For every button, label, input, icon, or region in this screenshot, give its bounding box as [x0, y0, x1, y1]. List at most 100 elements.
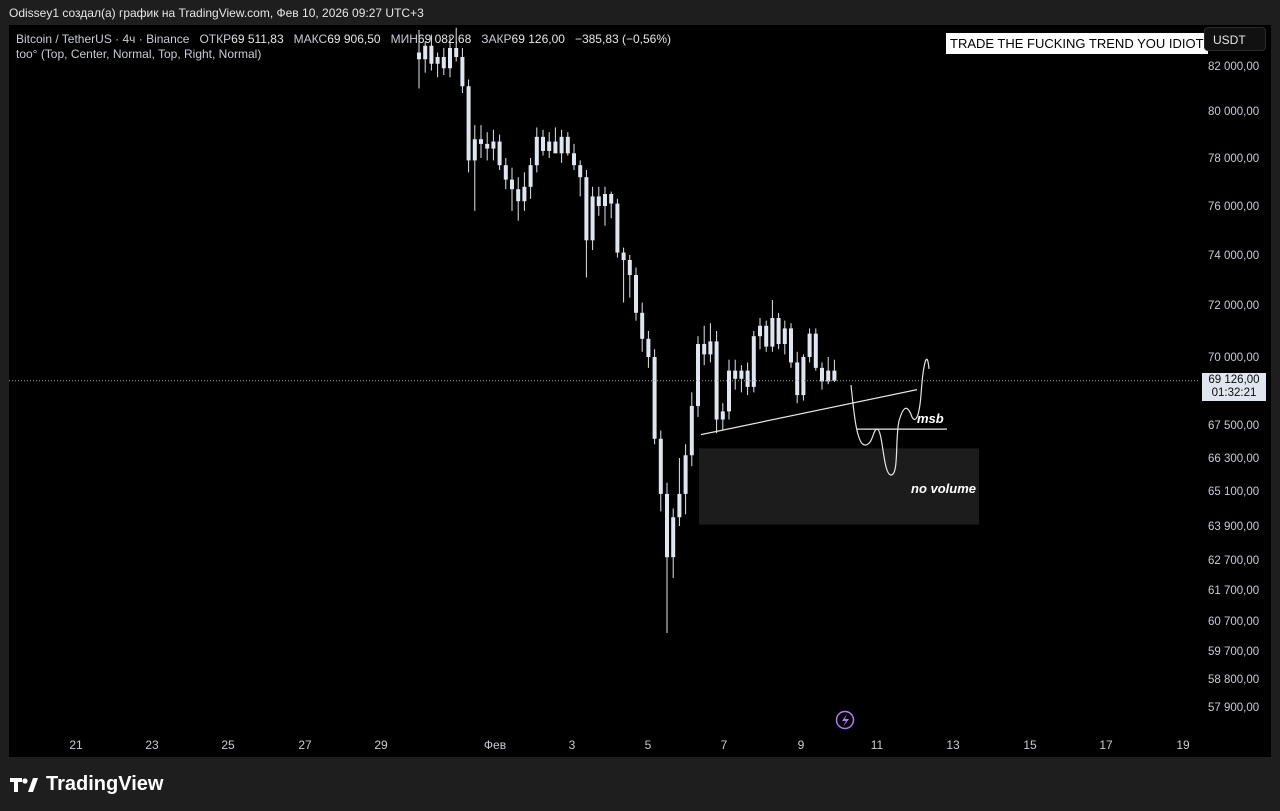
candle-body[interactable]	[572, 153, 576, 166]
lightning-icon[interactable]	[835, 710, 855, 730]
note-text-box[interactable]: TRADE THE FUCKING TREND YOU IDIOT	[946, 33, 1208, 54]
candle-body[interactable]	[782, 328, 787, 344]
candle-body[interactable]	[565, 136, 570, 154]
candle-body[interactable]	[466, 86, 471, 161]
candle-body[interactable]	[789, 328, 793, 363]
candle-body[interactable]	[832, 370, 837, 381]
candle-body[interactable]	[714, 341, 719, 420]
candle-body[interactable]	[826, 370, 831, 382]
candle-body[interactable]	[652, 357, 657, 439]
candle-body[interactable]	[516, 189, 521, 202]
candle-body[interactable]	[689, 405, 694, 456]
candle-body[interactable]	[497, 141, 502, 166]
time-tick-label: 9	[798, 738, 805, 752]
candle-body[interactable]	[510, 179, 514, 190]
candle-body[interactable]	[758, 325, 762, 337]
currency-button[interactable]: USDT	[1204, 27, 1266, 51]
candle-body[interactable]	[609, 194, 614, 204]
candle-body[interactable]	[621, 252, 626, 260]
candle-body[interactable]	[590, 196, 595, 241]
candle-body[interactable]	[776, 318, 781, 344]
price-tick-label: 65 100,00	[1208, 486, 1259, 498]
candle-body[interactable]	[441, 57, 446, 69]
candle-body[interactable]	[578, 165, 583, 178]
price-tick-label: 72 000,00	[1208, 300, 1259, 312]
time-tick-label: 29	[374, 738, 388, 752]
indicator-legend[interactable]: too° (Top, Center, Normal, Top, Right, N…	[16, 47, 262, 61]
candle-body[interactable]	[733, 370, 738, 379]
candle-body[interactable]	[627, 260, 632, 275]
candle-body[interactable]	[596, 196, 601, 206]
price-tick-label: 76 000,00	[1208, 201, 1259, 213]
candle-body[interactable]	[423, 45, 428, 60]
candle-body[interactable]	[696, 344, 700, 406]
candle-body[interactable]	[541, 136, 545, 151]
candle-body[interactable]	[472, 139, 477, 161]
candle-body[interactable]	[615, 203, 620, 253]
symbol-legend: Bitcoin / TetherUS · 4ч · Binance ОТКР69…	[16, 32, 671, 46]
projected-price-path[interactable]	[850, 358, 930, 476]
time-tick-label: 13	[946, 738, 960, 752]
candle-body[interactable]	[491, 141, 496, 149]
candle-body[interactable]	[727, 370, 731, 412]
tradingview-logo[interactable]: TradingView	[10, 773, 163, 796]
candle-body[interactable]	[770, 318, 775, 347]
candle-body[interactable]	[658, 438, 663, 494]
candle-body[interactable]	[739, 370, 744, 379]
candle-body[interactable]	[745, 370, 750, 387]
candle-body[interactable]	[479, 139, 483, 144]
time-tick-label: 15	[1023, 738, 1037, 752]
price-tick-label: 61 700,00	[1208, 585, 1259, 597]
price-tick-label: 60 700,00	[1208, 616, 1259, 628]
candle-body[interactable]	[603, 194, 607, 206]
low-label: МИН	[390, 32, 418, 46]
chart-credit: Odissey1 создал(а) график на TradingView…	[9, 6, 424, 20]
candle-body[interactable]	[640, 312, 645, 339]
no-volume-zone[interactable]	[699, 448, 979, 525]
candle-body[interactable]	[435, 57, 440, 64]
price-tick-label: 82 000,00	[1208, 61, 1259, 73]
candle-body[interactable]	[646, 338, 651, 357]
candle-body[interactable]	[522, 186, 527, 202]
price-tick-label: 67 500,00	[1208, 420, 1259, 432]
candle-body[interactable]	[720, 411, 725, 420]
candle-body[interactable]	[528, 165, 533, 187]
candle-body[interactable]	[485, 143, 490, 149]
price-tick-label: 62 700,00	[1208, 555, 1259, 567]
candle-body[interactable]	[448, 48, 452, 69]
candle-body[interactable]	[665, 493, 669, 558]
time-tick-label: 21	[69, 738, 83, 752]
candle-body[interactable]	[813, 333, 818, 368]
candle-body[interactable]	[417, 52, 421, 60]
candle-body[interactable]	[534, 136, 539, 166]
candle-body[interactable]	[553, 141, 558, 154]
candle-body[interactable]	[460, 57, 465, 87]
candle-body[interactable]	[751, 336, 756, 387]
candle-body[interactable]	[634, 275, 638, 313]
low-value: 69 082,68	[417, 32, 472, 46]
candle-body[interactable]	[820, 367, 824, 382]
price-tick-label: 78 000,00	[1208, 153, 1259, 165]
candle-body[interactable]	[671, 517, 676, 558]
candle-body[interactable]	[454, 48, 459, 57]
price-tick-label: 59 700,00	[1208, 646, 1259, 658]
candle-body[interactable]	[708, 341, 713, 355]
candle-body[interactable]	[683, 455, 688, 494]
trendline[interactable]	[700, 389, 918, 436]
candle-body[interactable]	[677, 493, 682, 518]
candle-body[interactable]	[801, 357, 806, 396]
candle-body[interactable]	[429, 45, 434, 64]
time-tick-label: 5	[645, 738, 652, 752]
candle-body[interactable]	[764, 325, 769, 347]
candle-body[interactable]	[547, 141, 552, 151]
candle-body[interactable]	[559, 136, 564, 154]
candle-body[interactable]	[795, 362, 800, 396]
candle-body[interactable]	[503, 165, 508, 180]
candlestick-chart[interactable]: 82 000,00 80 000,00 78 000,00 76 000,00 74 0…	[9, 25, 1271, 757]
candle-body[interactable]	[702, 344, 707, 355]
symbol-name[interactable]: Bitcoin / TetherUS · 4ч · Binance	[16, 32, 190, 46]
chart-area[interactable]: 82 000,00 80 000,00 78 000,00 76 000,00 74 0…	[9, 25, 1271, 757]
time-tick-label: 19	[1176, 738, 1190, 752]
candle-body[interactable]	[584, 177, 589, 241]
candle-body[interactable]	[807, 333, 812, 357]
